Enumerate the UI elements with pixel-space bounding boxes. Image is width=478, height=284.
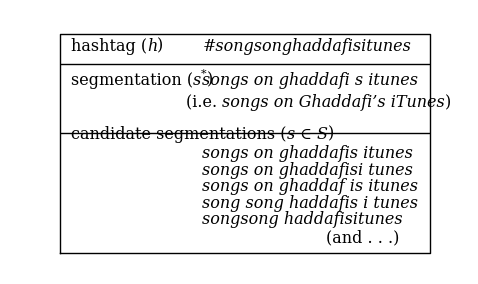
Text: candidate segmentations (: candidate segmentations (	[71, 126, 286, 143]
Text: songsong haddafisitunes: songsong haddafisitunes	[202, 212, 403, 228]
Text: s: s	[193, 72, 201, 89]
Text: ): )	[207, 72, 213, 89]
Text: S: S	[317, 126, 328, 143]
Text: *: *	[201, 69, 207, 79]
Text: ): )	[328, 126, 334, 143]
Text: ): )	[445, 94, 451, 111]
Text: h: h	[147, 38, 157, 55]
Text: (i.e.: (i.e.	[185, 94, 222, 111]
Text: song song haddafis i tunes: song song haddafis i tunes	[202, 195, 418, 212]
Text: (and . . .): (and . . .)	[326, 229, 400, 246]
Text: songs on ghaddafisi tunes: songs on ghaddafisi tunes	[202, 162, 413, 179]
Text: songs on Ghaddafi’s iTunes: songs on Ghaddafi’s iTunes	[222, 94, 445, 111]
Text: ∈: ∈	[294, 126, 317, 143]
Text: songs on ghaddaf is itunes: songs on ghaddaf is itunes	[202, 178, 418, 195]
Text: hashtag (: hashtag (	[71, 38, 147, 55]
Text: ): )	[157, 38, 163, 55]
Text: s: s	[286, 126, 294, 143]
Text: segmentation (: segmentation (	[71, 72, 193, 89]
Text: songs on ghaddafi s itunes: songs on ghaddafi s itunes	[202, 72, 418, 89]
Text: songs on ghaddafis itunes: songs on ghaddafis itunes	[202, 145, 413, 162]
Text: #songsonghaddafisitunes: #songsonghaddafisitunes	[202, 38, 411, 55]
